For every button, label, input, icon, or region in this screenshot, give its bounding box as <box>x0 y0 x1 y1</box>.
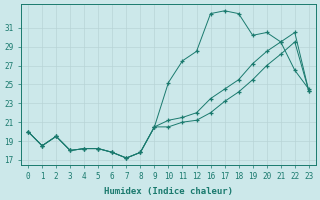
X-axis label: Humidex (Indice chaleur): Humidex (Indice chaleur) <box>104 187 233 196</box>
